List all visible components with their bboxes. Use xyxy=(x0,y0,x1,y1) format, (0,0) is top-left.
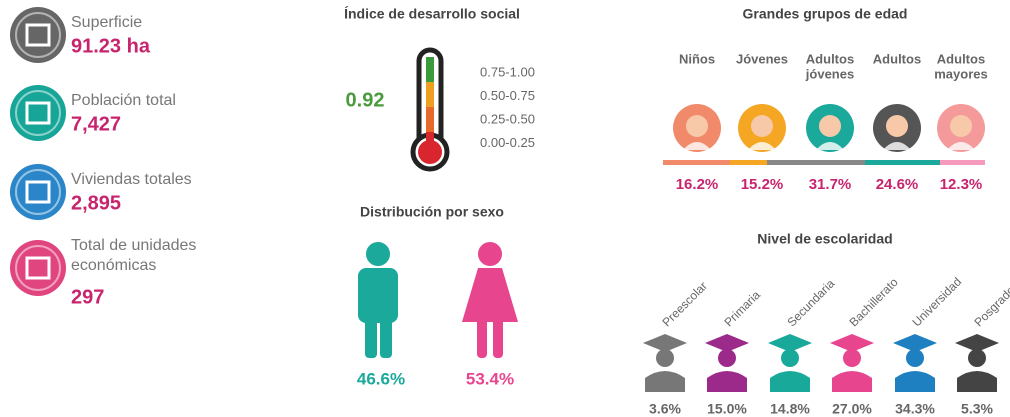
stat-icon xyxy=(10,85,66,141)
stat-value: 297 xyxy=(71,286,104,308)
stat-icon xyxy=(10,240,66,296)
age-bar-segment xyxy=(940,160,985,165)
grad-gown xyxy=(707,371,747,392)
education-value: 3.6% xyxy=(649,401,681,417)
education-label: Preescolar xyxy=(659,279,709,329)
stat-label: Total de unidades xyxy=(71,237,196,254)
sex-title: Distribución por sexo xyxy=(360,204,504,220)
age-bar-segment xyxy=(730,160,767,165)
education-title: Nivel de escolaridad xyxy=(757,231,892,247)
grad-head xyxy=(968,349,986,367)
age-label: Adultos xyxy=(873,51,921,66)
grad-head xyxy=(656,349,674,367)
stat-icon xyxy=(10,7,66,63)
education-value: 34.3% xyxy=(895,401,935,417)
range-label: 0.75-1.00 xyxy=(480,64,535,79)
man-icon xyxy=(358,242,398,358)
stat-label: Viviendas totales xyxy=(71,171,192,188)
women-value: 53.4% xyxy=(466,369,514,388)
age-bar-segment xyxy=(865,160,940,165)
age-value: 31.7% xyxy=(809,176,852,193)
age-bar-segment xyxy=(663,160,730,165)
stat-label: Superficie xyxy=(71,14,142,31)
thermometer xyxy=(413,50,447,169)
grad-head xyxy=(718,349,736,367)
grad-gown xyxy=(957,371,997,392)
education-value: 5.3% xyxy=(961,401,993,417)
grad-gown xyxy=(770,371,810,392)
age-value: 12.3% xyxy=(940,176,983,193)
grad-head xyxy=(781,349,799,367)
age-label: jóvenes xyxy=(805,66,854,81)
grad-head xyxy=(843,349,861,367)
age-face xyxy=(819,115,841,137)
age-title: Grandes grupos de edad xyxy=(743,6,908,22)
grad-gown xyxy=(645,371,685,392)
age-face xyxy=(886,115,908,137)
grad-head xyxy=(906,349,924,367)
age-value: 15.2% xyxy=(741,176,784,193)
range-label: 0.00-0.25 xyxy=(480,135,535,150)
stat-value: 7,427 xyxy=(71,113,121,135)
grad-gown xyxy=(895,371,935,392)
education-label: Posgrado xyxy=(971,283,1010,329)
education-label: Bachillerato xyxy=(846,275,900,329)
infographic: Índice de desarrollo social 0.92 Distrib… xyxy=(0,0,1010,417)
grad-gown xyxy=(832,371,872,392)
age-face xyxy=(686,115,708,137)
education-value: 15.0% xyxy=(707,401,747,417)
age-label: Niños xyxy=(679,51,715,66)
age-value: 24.6% xyxy=(876,176,919,193)
stat-value: 91.23 ha xyxy=(71,35,151,57)
education-label: Secundaria xyxy=(784,276,837,329)
social-index-value: 0.92 xyxy=(346,89,385,111)
stat-label: económicas xyxy=(71,257,156,274)
age-label: mayores xyxy=(934,66,987,81)
woman-icon xyxy=(462,242,518,358)
education-label: Primaria xyxy=(721,288,763,330)
education-value: 14.8% xyxy=(770,401,810,417)
age-face xyxy=(950,115,972,137)
age-face xyxy=(751,115,773,137)
stat-value: 2,895 xyxy=(71,192,121,214)
age-label: Adultos xyxy=(937,51,985,66)
education-label: Universidad xyxy=(909,275,964,330)
range-label: 0.25-0.50 xyxy=(480,111,535,126)
men-value: 46.6% xyxy=(357,369,405,388)
age-value: 16.2% xyxy=(676,176,719,193)
age-bar-segment xyxy=(767,160,865,165)
stat-label: Población total xyxy=(71,92,176,109)
age-label: Jóvenes xyxy=(736,51,788,66)
social-index-title: Índice de desarrollo social xyxy=(344,6,520,22)
range-label: 0.50-0.75 xyxy=(480,88,535,103)
stat-icon xyxy=(10,164,66,220)
page: Índice de desarrollo social 0.92 Distrib… xyxy=(0,0,1010,417)
age-label: Adultos xyxy=(806,51,854,66)
education-value: 27.0% xyxy=(832,401,872,417)
